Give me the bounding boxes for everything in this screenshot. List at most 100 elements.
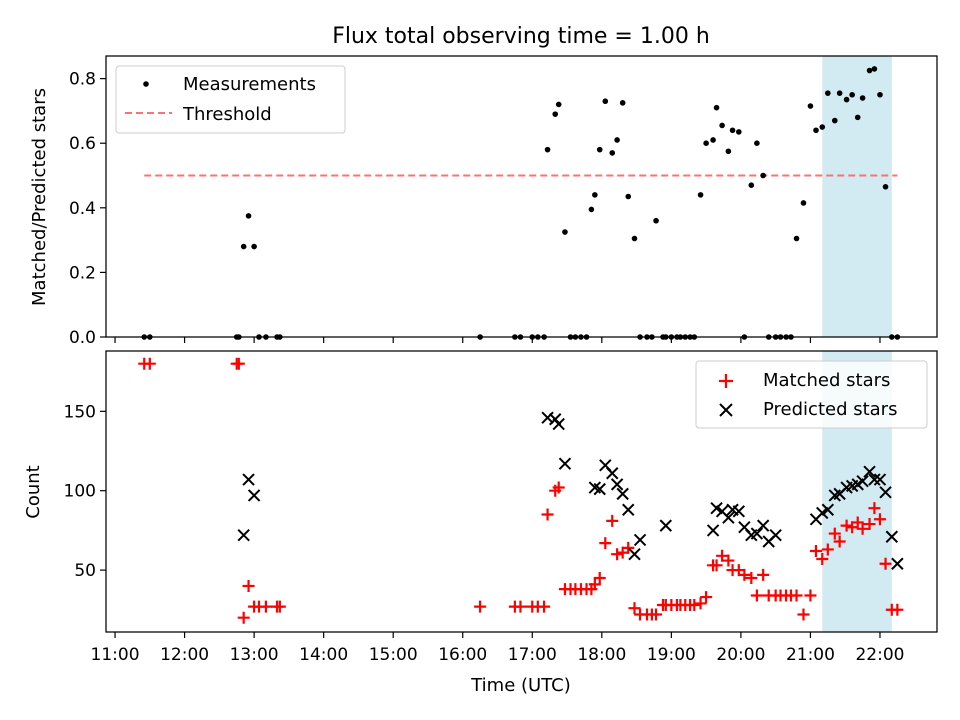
measurement-point [859,95,866,101]
bottom-legend-box [695,360,928,429]
measurement-point [609,150,616,156]
predicted-star-point [873,473,887,486]
measurement-point [544,146,551,153]
matched-star-point [611,548,624,561]
matched-star-point [856,522,869,535]
top-legend: Measurements Threshold [115,65,346,134]
legend-matched-label: Matched stars [763,370,890,391]
matched-star-point [552,481,565,494]
measurement-point [825,90,831,96]
bottom-x-tick-label: 22:00 [855,645,904,665]
predicted-star-point [628,548,641,561]
matched-star-point [816,552,829,565]
top-y-axis-label: Matched/Predicted stars [29,88,50,306]
matched-star-point [722,554,735,567]
bottom-x-tick-label: 20:00 [716,645,765,665]
top-y-tick-label: 0.6 [69,134,96,154]
predicted-star-point [247,489,261,502]
measurement-point [807,103,814,109]
measurement-point [849,91,855,98]
bottom-y-tick-label: 50 [74,561,96,581]
measurement-point [555,101,562,108]
matched-star-point [700,591,713,604]
predicted-star-point [242,473,255,486]
measurement-point [552,111,559,117]
matched-star-point [804,589,817,602]
measurement-point [754,140,760,147]
matched-star-point [599,537,612,550]
measurement-point [882,184,889,190]
top-y-tick-label: 0.2 [69,263,96,283]
matched-star-point [879,557,892,570]
measurement-point [240,243,247,250]
matched-star-point [273,600,286,613]
predicted-star-point [769,528,782,542]
predicted-star-point [633,533,647,547]
measurement-point [748,182,755,188]
measurement-point [245,213,252,219]
predicted-star-point [722,511,735,524]
legend-measurements-label: Measurements [183,74,316,95]
bottom-panel: 50 100 150 11:00 12:00 13:00 14:00 15:00 16:00 1… [23,350,938,696]
legend-predicted-marker [719,403,733,417]
matched-star-point [622,541,635,554]
bottom-x-tick-label: 14:00 [299,645,348,665]
measurement-point [562,229,568,235]
measurement-point [800,200,807,206]
matched-star-point [833,535,846,548]
matched-star-point [891,603,904,616]
matched-star-point [237,611,250,624]
matched-star-point [541,508,554,521]
matched-star-point [851,516,864,529]
matched-star-point [606,514,619,527]
predicted-star-point [616,487,629,501]
predicted-star-point [821,503,835,516]
matched-star-point [694,597,707,610]
measurement-point [843,96,850,103]
measurement-point [713,104,720,111]
top-y-tick-label: 0.4 [69,199,96,219]
measurement-point [251,243,257,250]
bottom-x-tick-label: 21:00 [786,645,835,665]
matched-star-point [757,568,770,581]
bottom-x-tick-label: 16:00 [438,645,487,665]
matched-star-point [868,502,881,515]
predicted-star-point [868,473,881,486]
bottom-x-tick-label: 19:00 [647,645,696,665]
matched-star-point [588,578,601,591]
matched-star-point [750,589,763,602]
measurement-point [854,114,861,121]
matched-star-point [514,600,527,613]
matched-star-point [745,572,758,585]
measurement-point [703,140,709,147]
measurement-point [588,206,595,213]
predicted-star-point [606,467,619,480]
predicted-star-point [891,557,904,570]
predicted-star-point [558,457,572,470]
legend-threshold-label: Threshold [182,104,272,125]
predicted-star-point [756,519,770,532]
bottom-x-tick-label: 12:00 [160,645,209,665]
measurement-point [813,127,819,134]
predicted-star-point [541,411,554,424]
top-y-tick-label: 0.0 [69,328,96,348]
predicted-star-point [750,527,764,540]
measurement-point [831,117,838,124]
predicted-star-point [659,519,673,532]
measurement-point [697,192,704,198]
matched-star-point [688,599,701,612]
matched-star-point [650,608,663,621]
measurement-point [871,66,878,72]
predicted-star-point [732,505,746,518]
matched-star-point [232,357,245,370]
bottom-x-tick-label: 15:00 [369,645,418,665]
bottom-y-tick-label: 100 [64,482,96,502]
top-panel: 0.00.20.40.60.8 Matched/Predicted stars … [29,55,938,348]
measurement-point [619,100,626,106]
bottom-x-tick-label: 17:00 [508,645,557,665]
matched-star-point [797,608,810,621]
matched-star-point [863,518,876,531]
predicted-star-point [593,482,606,496]
measurement-point [602,98,609,105]
predicted-star-point [879,486,892,499]
